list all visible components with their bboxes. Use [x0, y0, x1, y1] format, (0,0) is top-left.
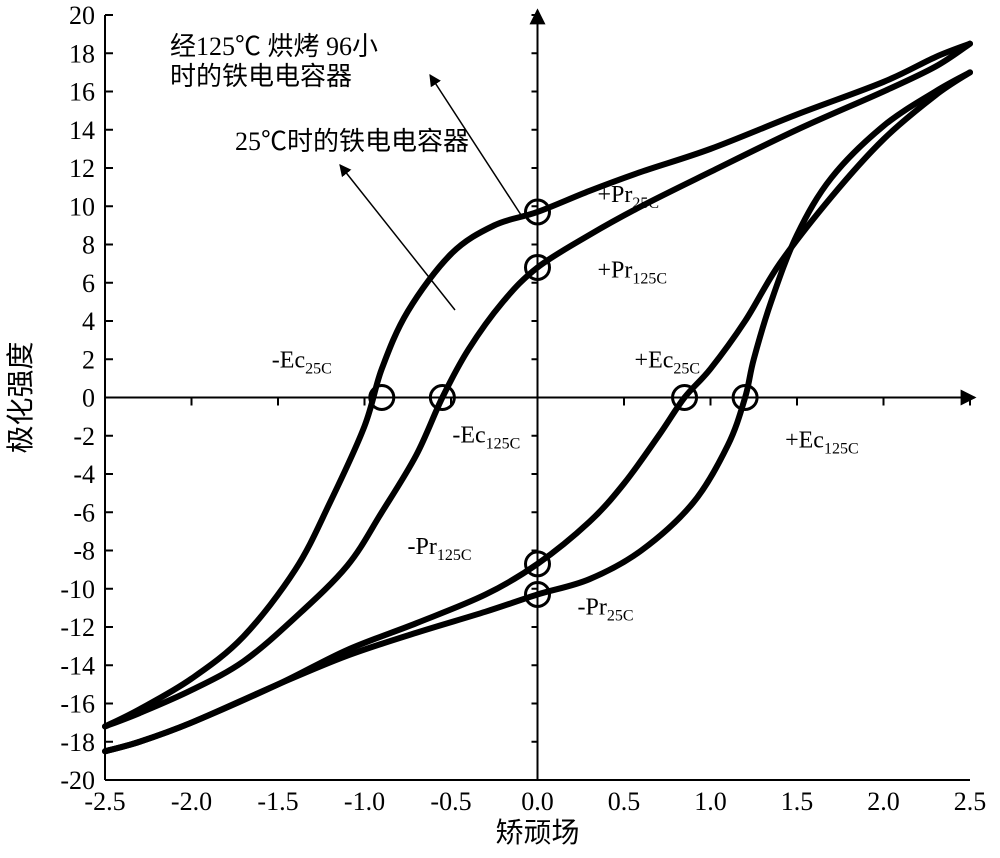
svg-text:-Pr25C: -Pr25C [578, 594, 634, 624]
x-tick-label: 1.0 [694, 787, 727, 816]
y-tick-label: 10 [69, 192, 95, 221]
x-tick-label: -2.0 [171, 787, 212, 816]
x-tick-label: 2.0 [867, 787, 900, 816]
x-tick-label: -1.0 [344, 787, 385, 816]
y-tick-label: -6 [73, 498, 95, 527]
y-tick-label: 6 [82, 269, 95, 298]
svg-text:时的铁电电容器: 时的铁电电容器 [170, 62, 352, 91]
svg-text:经125℃ 烘烤 96小: 经125℃ 烘烤 96小 [170, 32, 378, 61]
annotation-legend-125: 经125℃ 烘烤 96小时的铁电电容器 [170, 32, 523, 218]
y-tick-label: -10 [60, 575, 95, 604]
marker-label--Pr25C: -Pr25C [578, 594, 634, 624]
marker-label-+Ec25C: +Ec25C [635, 348, 701, 378]
y-tick-label: -14 [60, 651, 95, 680]
y-tick-label: 16 [69, 78, 95, 107]
y-tick-label: 4 [82, 307, 95, 336]
y-tick-label: 18 [69, 39, 95, 68]
y-tick-label: 2 [82, 345, 95, 374]
x-tick-label: -1.5 [257, 787, 298, 816]
y-tick-label: 20 [69, 1, 95, 30]
y-tick-label: 0 [82, 384, 95, 413]
annotation-legend-25: 25℃时的铁电电容器 [235, 127, 469, 310]
y-tick-label: -12 [60, 613, 95, 642]
y-tick-label: 12 [69, 154, 95, 183]
marker-label--Ec25C: -Ec25C [272, 348, 332, 378]
y-tick-label: 8 [82, 231, 95, 260]
svg-text:-Ec125C: -Ec125C [452, 423, 520, 453]
marker-label--Ec125C: -Ec125C [452, 423, 520, 453]
svg-text:25℃时的铁电电容器: 25℃时的铁电电容器 [235, 127, 469, 156]
x-tick-label: 1.5 [781, 787, 814, 816]
x-tick-label: 0.0 [521, 787, 554, 816]
svg-text:-Pr125C: -Pr125C [408, 534, 472, 564]
svg-text:-Ec25C: -Ec25C [272, 348, 332, 378]
y-tick-label: -18 [60, 728, 95, 757]
y-tick-label: -16 [60, 690, 95, 719]
hysteresis-chart: -2.5-2.0-1.5-1.0-0.50.00.51.01.52.02.5-2… [0, 0, 1000, 853]
svg-text:+Ec125C: +Ec125C [785, 428, 859, 458]
y-axis-label: 极化强度 [5, 341, 37, 453]
marker-label-+Pr25C: +Pr25C [598, 182, 660, 212]
marker-label--Pr125C: -Pr125C [408, 534, 472, 564]
marker-label-+Pr125C: +Pr125C [598, 257, 668, 287]
y-tick-label: -8 [73, 537, 95, 566]
y-tick-label: -20 [60, 766, 95, 795]
x-tick-label: -0.5 [430, 787, 471, 816]
svg-text:+Ec25C: +Ec25C [635, 348, 701, 378]
y-tick-label: -2 [73, 422, 95, 451]
y-tick-label: -4 [73, 460, 95, 489]
svg-text:+Pr125C: +Pr125C [598, 257, 668, 287]
marker-label-+Ec125C: +Ec125C [785, 428, 859, 458]
x-tick-label: 2.5 [954, 787, 987, 816]
svg-text:+Pr25C: +Pr25C [598, 182, 660, 212]
chart-svg: -2.5-2.0-1.5-1.0-0.50.00.51.01.52.02.5-2… [0, 0, 1000, 853]
x-axis-label: 矫顽场 [495, 817, 579, 849]
y-tick-label: 14 [69, 116, 95, 145]
x-tick-label: 0.5 [608, 787, 641, 816]
